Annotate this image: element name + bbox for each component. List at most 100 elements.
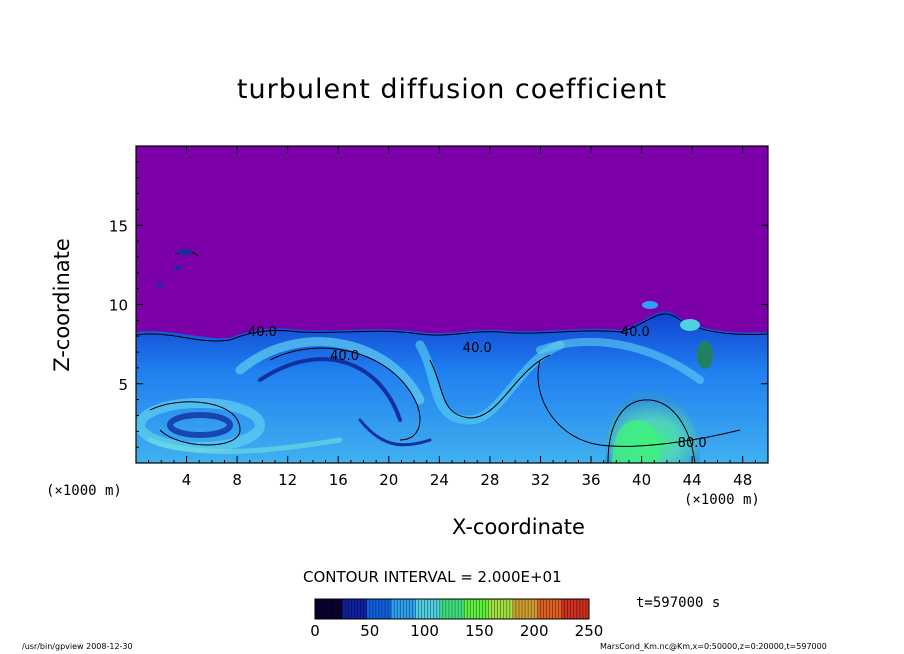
colorbar-cell — [348, 599, 352, 619]
x-tick-label: 24 — [430, 471, 449, 489]
colorbar-cell — [357, 599, 362, 619]
colorbar-cell — [528, 599, 532, 619]
colorbar-cell — [372, 599, 377, 619]
colorbar — [314, 598, 590, 620]
colorbar-cell — [570, 599, 575, 619]
colorbar-cell — [479, 599, 483, 619]
colorbar-cell — [558, 599, 562, 619]
colorbar-cell — [339, 599, 343, 619]
colorbar-cell — [461, 599, 465, 619]
colorbar-cell — [430, 599, 435, 619]
colorbar-cell — [330, 599, 334, 619]
colorbar-cell — [540, 599, 544, 619]
x-tick-label: 12 — [278, 471, 297, 489]
y-axis-ticks: 5 10 15 — [109, 145, 768, 464]
colorbar-cell — [318, 599, 322, 619]
colorbar-cell — [375, 599, 380, 619]
colorbar-cell — [506, 599, 511, 619]
footer-left: /usr/bin/gpview 2008-12-30 — [22, 642, 133, 651]
colorbar-cell — [333, 599, 337, 619]
chart-title: turbulent diffusion coefficient — [236, 74, 668, 105]
contour-interval: CONTOUR INTERVAL = 2.000E+01 — [303, 568, 562, 586]
x-tick-label: 36 — [581, 471, 600, 489]
colorbar-tick-label: 50 — [360, 622, 380, 640]
colorbar-cell — [458, 599, 462, 619]
colorbar-cell — [394, 599, 398, 619]
colorbar-cell — [552, 599, 556, 619]
contour-label: 40.0 — [463, 341, 492, 356]
colorbar-cell — [324, 599, 328, 619]
colorbar-cell — [354, 599, 359, 619]
colorbar-cell — [564, 599, 569, 619]
x-tick-label: 8 — [232, 471, 242, 489]
colorbar-cell — [397, 599, 401, 619]
colorbar-cell — [567, 599, 572, 619]
y-tick-label: 5 — [118, 376, 128, 394]
colorbar-cell — [497, 599, 502, 619]
x-tick-label: 4 — [182, 471, 192, 489]
colorbar-cell — [424, 599, 429, 619]
colorbar-cell — [576, 599, 581, 619]
turbulent-layer — [136, 311, 768, 463]
x-tick-label: 44 — [683, 471, 702, 489]
x-tick-label: 48 — [733, 471, 752, 489]
colorbar-cell — [491, 599, 496, 619]
contour-label: 40.0 — [248, 325, 277, 340]
colorbar-cell — [494, 599, 499, 619]
colorbar-cell — [448, 599, 453, 619]
colorbar-cell — [515, 599, 520, 619]
time-label: t=597000 s — [636, 595, 721, 611]
colorbar-cell — [582, 599, 587, 619]
colorbar-cell — [385, 599, 389, 619]
colorbar-cell — [509, 599, 514, 619]
colorbar-cell — [579, 599, 584, 619]
colorbar-tick-label: 200 — [519, 622, 549, 640]
x-unit-right: (×1000 m) — [684, 492, 760, 508]
colorbar-tick-label: 150 — [465, 622, 494, 640]
colorbar-cell — [406, 599, 410, 619]
colorbar-cell — [537, 599, 541, 619]
contour-label: 40.0 — [621, 325, 650, 340]
colorbar-tick-label: 250 — [574, 622, 604, 640]
colorbar-cell — [345, 599, 349, 619]
x-axis-label: X-coordinate — [452, 515, 585, 539]
colorbar-cell — [464, 599, 468, 619]
x-tick-label: 32 — [531, 471, 550, 489]
colorbar-cell — [315, 599, 319, 619]
colorbar-cell — [473, 599, 477, 619]
colorbar-cell — [342, 599, 346, 619]
colorbar-cell — [452, 599, 456, 619]
colorbar-cell — [439, 599, 444, 619]
y-axis-label: Z-coordinate — [50, 238, 74, 372]
high-value-core — [612, 419, 660, 463]
x-tick-label: 20 — [379, 471, 398, 489]
colorbar-cell — [512, 599, 517, 619]
colorbar-cell — [546, 599, 550, 619]
colorbar-cell — [442, 599, 447, 619]
colorbar-cell — [470, 599, 474, 619]
colorbar-cell — [378, 599, 383, 619]
colorbar-cell — [369, 599, 374, 619]
y-tick-label: 15 — [109, 217, 128, 235]
y-tick-label: 10 — [109, 297, 128, 315]
colorbar-cell — [403, 599, 407, 619]
colorbar-cell — [503, 599, 508, 619]
heatmap-field — [136, 146, 768, 463]
colorbar-cell — [585, 599, 590, 619]
colorbar-cell — [363, 599, 368, 619]
colorbar-cell — [531, 599, 535, 619]
speckles — [157, 249, 713, 369]
colorbar-cell — [488, 599, 492, 619]
colorbar-cell — [327, 599, 331, 619]
colorbar-cell — [412, 599, 416, 619]
colorbar-cell — [436, 599, 441, 619]
contour-lines — [136, 250, 768, 463]
x-unit-left: (×1000 m) — [46, 483, 122, 499]
colorbar-cell — [485, 599, 489, 619]
x-tick-label: 16 — [329, 471, 348, 489]
x-tick-label: 28 — [480, 471, 499, 489]
colorbar-cell — [534, 599, 538, 619]
colorbar-cell — [467, 599, 471, 619]
colorbar-tick-label: 100 — [410, 622, 439, 640]
